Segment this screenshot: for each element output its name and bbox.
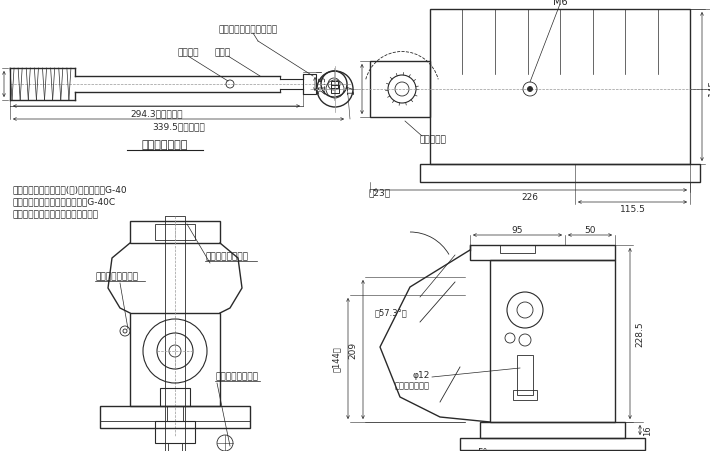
Bar xyxy=(155,421,195,443)
Text: 145: 145 xyxy=(707,79,710,96)
Bar xyxy=(165,216,185,451)
Text: 209: 209 xyxy=(349,341,358,358)
Text: （57.3°）: （57.3°） xyxy=(375,308,408,317)
Text: 339.5（最伸長）: 339.5（最伸長） xyxy=(152,122,205,131)
Text: 操作レバー差込口: 操作レバー差込口 xyxy=(205,252,248,261)
Circle shape xyxy=(528,87,532,92)
Bar xyxy=(303,75,316,95)
Text: 294.3（最縮長）: 294.3（最縮長） xyxy=(130,109,182,118)
Bar xyxy=(420,165,700,183)
Bar xyxy=(330,81,337,88)
Bar xyxy=(168,443,182,451)
Text: （144）: （144） xyxy=(332,346,341,372)
Bar xyxy=(100,406,250,428)
Text: 21.5: 21.5 xyxy=(319,76,327,94)
Bar xyxy=(490,260,615,422)
Text: オイルフィリング: オイルフィリング xyxy=(95,272,138,281)
Text: 17: 17 xyxy=(347,84,356,95)
Text: レバー回転: レバー回転 xyxy=(420,135,447,144)
Text: ２．専用操作レバーが付属します。: ２．専用操作レバーが付属します。 xyxy=(12,210,98,219)
Bar xyxy=(160,388,190,406)
Text: 16: 16 xyxy=(643,425,652,435)
Bar xyxy=(155,225,195,240)
Text: 50: 50 xyxy=(584,226,596,235)
Text: φ12: φ12 xyxy=(413,371,430,380)
Text: ストッパ: ストッパ xyxy=(178,48,199,57)
Bar xyxy=(513,390,537,400)
Bar xyxy=(470,245,615,260)
Text: 228.5: 228.5 xyxy=(635,321,645,346)
Text: 伸縮式: 伸縮式 xyxy=(215,48,231,57)
Text: リリーズスクリュ差込口: リリーズスクリュ差込口 xyxy=(219,25,278,34)
Bar xyxy=(430,10,690,165)
Text: （ピストン径）: （ピストン径） xyxy=(395,381,430,390)
Bar xyxy=(370,62,430,118)
Bar xyxy=(480,422,625,438)
Text: （23）: （23） xyxy=(369,188,391,197)
Bar xyxy=(167,406,183,421)
Bar xyxy=(500,245,535,253)
Bar xyxy=(517,355,533,395)
Bar xyxy=(130,221,220,244)
Text: M6: M6 xyxy=(552,0,567,7)
Bar xyxy=(331,86,339,94)
Text: 注１．型式　標準塗装(赤)タイプ　：G-40: 注１．型式 標準塗装(赤)タイプ ：G-40 xyxy=(12,185,126,194)
Text: 226: 226 xyxy=(522,193,538,202)
Text: 5°: 5° xyxy=(477,447,487,451)
Text: リリーズスクリュ: リリーズスクリュ xyxy=(215,372,258,381)
Text: 115.5: 115.5 xyxy=(620,205,645,214)
Bar xyxy=(460,438,645,450)
Text: 専用操作レバー: 専用操作レバー xyxy=(142,140,188,150)
Text: ニッケルめっきタイプ：G-40C: ニッケルめっきタイプ：G-40C xyxy=(12,197,115,206)
Bar xyxy=(130,313,220,406)
Text: 95: 95 xyxy=(512,226,523,235)
